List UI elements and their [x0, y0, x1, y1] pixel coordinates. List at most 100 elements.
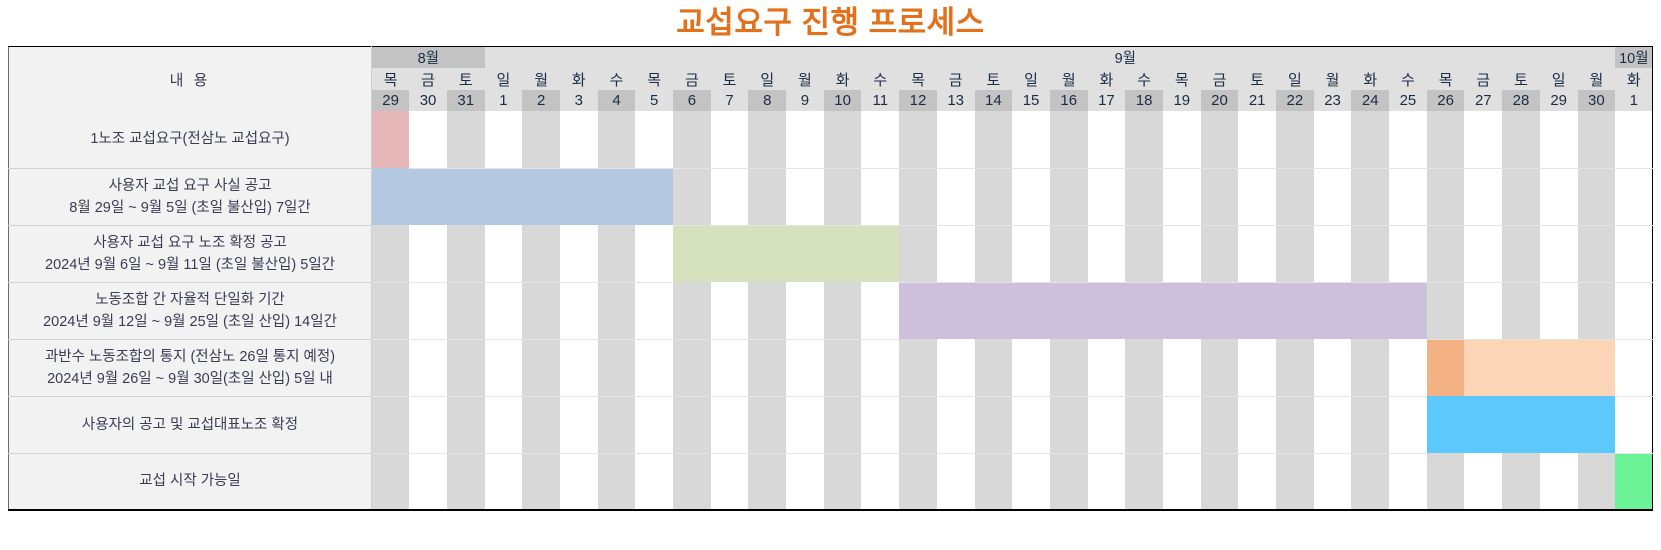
dayofmonth-cell: 27 — [1464, 90, 1503, 111]
gantt-empty-cell — [371, 282, 410, 340]
gantt-empty-cell — [823, 282, 862, 340]
gantt-empty-cell — [1238, 168, 1277, 226]
gantt-empty-cell — [974, 453, 1013, 511]
gantt-bar-cell — [1539, 396, 1578, 453]
gantt-empty-cell — [1313, 396, 1352, 454]
gantt-bar-cell — [1087, 282, 1126, 339]
gantt-bar-cell — [371, 111, 410, 168]
gantt-bar-cell — [1200, 282, 1239, 339]
gantt-empty-cell — [1464, 168, 1503, 226]
dayofmonth-cell: 30 — [409, 90, 447, 111]
dayofweek-cell: 금 — [409, 68, 447, 90]
gantt-bar-cell — [484, 168, 523, 225]
gantt-empty-cell — [1313, 339, 1352, 397]
gantt-empty-cell — [1200, 111, 1239, 169]
gantt-empty-cell — [1162, 396, 1201, 454]
gantt-empty-cell — [635, 396, 674, 454]
gantt-empty-cell — [1200, 453, 1239, 511]
gantt-bar-cell — [1539, 339, 1578, 396]
dayofmonth-cell: 9 — [786, 90, 824, 111]
month-header-cell: 9월 — [936, 46, 1314, 68]
gantt-empty-cell — [1615, 225, 1653, 283]
gantt-empty-cell — [1351, 339, 1390, 397]
gantt-bar-cell — [786, 225, 824, 282]
dayofmonth-cell: 29 — [371, 90, 410, 111]
gantt-empty-cell — [371, 339, 410, 397]
gantt-empty-cell — [974, 168, 1013, 226]
gantt-bar-cell — [899, 282, 937, 339]
gantt-empty-cell — [1502, 111, 1540, 169]
gantt-bar-cell — [1577, 339, 1616, 396]
gantt-empty-cell — [635, 282, 674, 340]
gantt-empty-cell — [1125, 225, 1163, 283]
gantt-row-label-line: 2024년 9월 6일 ~ 9월 11일 (초일 불산입) 5일간 — [45, 256, 335, 273]
gantt-empty-cell — [899, 168, 937, 226]
dayofweek-cell: 목 — [635, 68, 674, 90]
gantt-empty-cell — [786, 282, 824, 340]
gantt-empty-cell — [899, 453, 937, 511]
dayofweek-cell: 토 — [1502, 68, 1540, 90]
gantt-empty-cell — [1351, 453, 1390, 511]
gantt-row-label-line: 8월 29일 ~ 9월 5일 (초일 불산입) 7일간 — [69, 199, 311, 216]
gantt-empty-cell — [936, 111, 975, 169]
dayofweek-cell: 월 — [522, 68, 560, 90]
gantt-empty-cell — [1125, 453, 1163, 511]
gantt-empty-cell — [1464, 453, 1503, 511]
gantt-empty-cell — [522, 339, 560, 397]
gantt-empty-cell — [786, 111, 824, 169]
gantt-empty-cell — [484, 282, 523, 340]
gantt-empty-cell — [1012, 453, 1050, 511]
gantt-empty-cell — [748, 453, 787, 511]
gantt-empty-cell — [748, 111, 787, 169]
dayofmonth-cell: 13 — [936, 90, 975, 111]
dayofweek-cell: 토 — [446, 68, 485, 90]
gantt-bar-cell — [1351, 282, 1390, 339]
gantt-empty-cell — [1539, 168, 1578, 226]
gantt-empty-cell — [1162, 225, 1201, 283]
gantt-empty-cell — [1351, 168, 1390, 226]
gantt-empty-cell — [1577, 282, 1616, 340]
dayofweek-cell: 수 — [861, 68, 900, 90]
gantt-empty-cell — [1389, 111, 1427, 169]
gantt-empty-cell — [1502, 225, 1540, 283]
dayofmonth-cell: 26 — [1426, 90, 1465, 111]
dayofweek-cell: 일 — [1539, 68, 1578, 90]
gantt-empty-cell — [371, 396, 410, 454]
gantt-empty-cell — [1162, 339, 1201, 397]
dayofweek-cell: 금 — [673, 68, 711, 90]
gantt-empty-cell — [1087, 168, 1126, 226]
gantt-empty-cell — [861, 168, 900, 226]
gantt-bar-cell — [1049, 282, 1088, 339]
gantt-empty-cell — [1539, 453, 1578, 511]
gantt-empty-cell — [710, 453, 749, 511]
gantt-empty-cell — [1162, 453, 1201, 511]
dayofmonth-cell: 22 — [1276, 90, 1314, 111]
gantt-empty-cell — [1615, 168, 1653, 226]
gantt-empty-cell — [446, 111, 485, 169]
gantt-empty-cell — [1313, 111, 1352, 169]
gantt-empty-cell — [1087, 339, 1126, 397]
gantt-empty-cell — [861, 396, 900, 454]
gantt-empty-cell — [1200, 339, 1239, 397]
gantt-empty-cell — [635, 111, 674, 169]
gantt-row-label-line: 과반수 노동조합의 통지 (전삼노 26일 통지 예정) — [44, 348, 336, 365]
gantt-empty-cell — [1238, 111, 1277, 169]
gantt-empty-cell — [409, 453, 447, 511]
dayofmonth-cell: 28 — [1502, 90, 1540, 111]
gantt-empty-cell — [861, 111, 900, 169]
gantt-empty-cell — [597, 282, 636, 340]
dayofmonth-cell: 12 — [899, 90, 937, 111]
gantt-empty-cell — [673, 339, 711, 397]
dayofweek-cell: 토 — [710, 68, 749, 90]
dayofmonth-cell: 25 — [1389, 90, 1427, 111]
gantt-empty-cell — [899, 396, 937, 454]
gantt-empty-cell — [899, 339, 937, 397]
gantt-row-label-line: 노동조합 간 자율적 단일화 기간 — [95, 291, 285, 308]
gantt-row: 노동조합 간 자율적 단일화 기간 2024년 9월 12일 ~ 9월 25일 (… — [8, 282, 1653, 340]
gantt-empty-cell — [1049, 453, 1088, 511]
gantt-empty-cell — [1313, 168, 1352, 226]
dayofweek-cell: 금 — [1200, 68, 1239, 90]
gantt-empty-cell — [597, 453, 636, 511]
gantt-bar-cell — [597, 168, 636, 225]
gantt-empty-cell — [1615, 339, 1653, 397]
